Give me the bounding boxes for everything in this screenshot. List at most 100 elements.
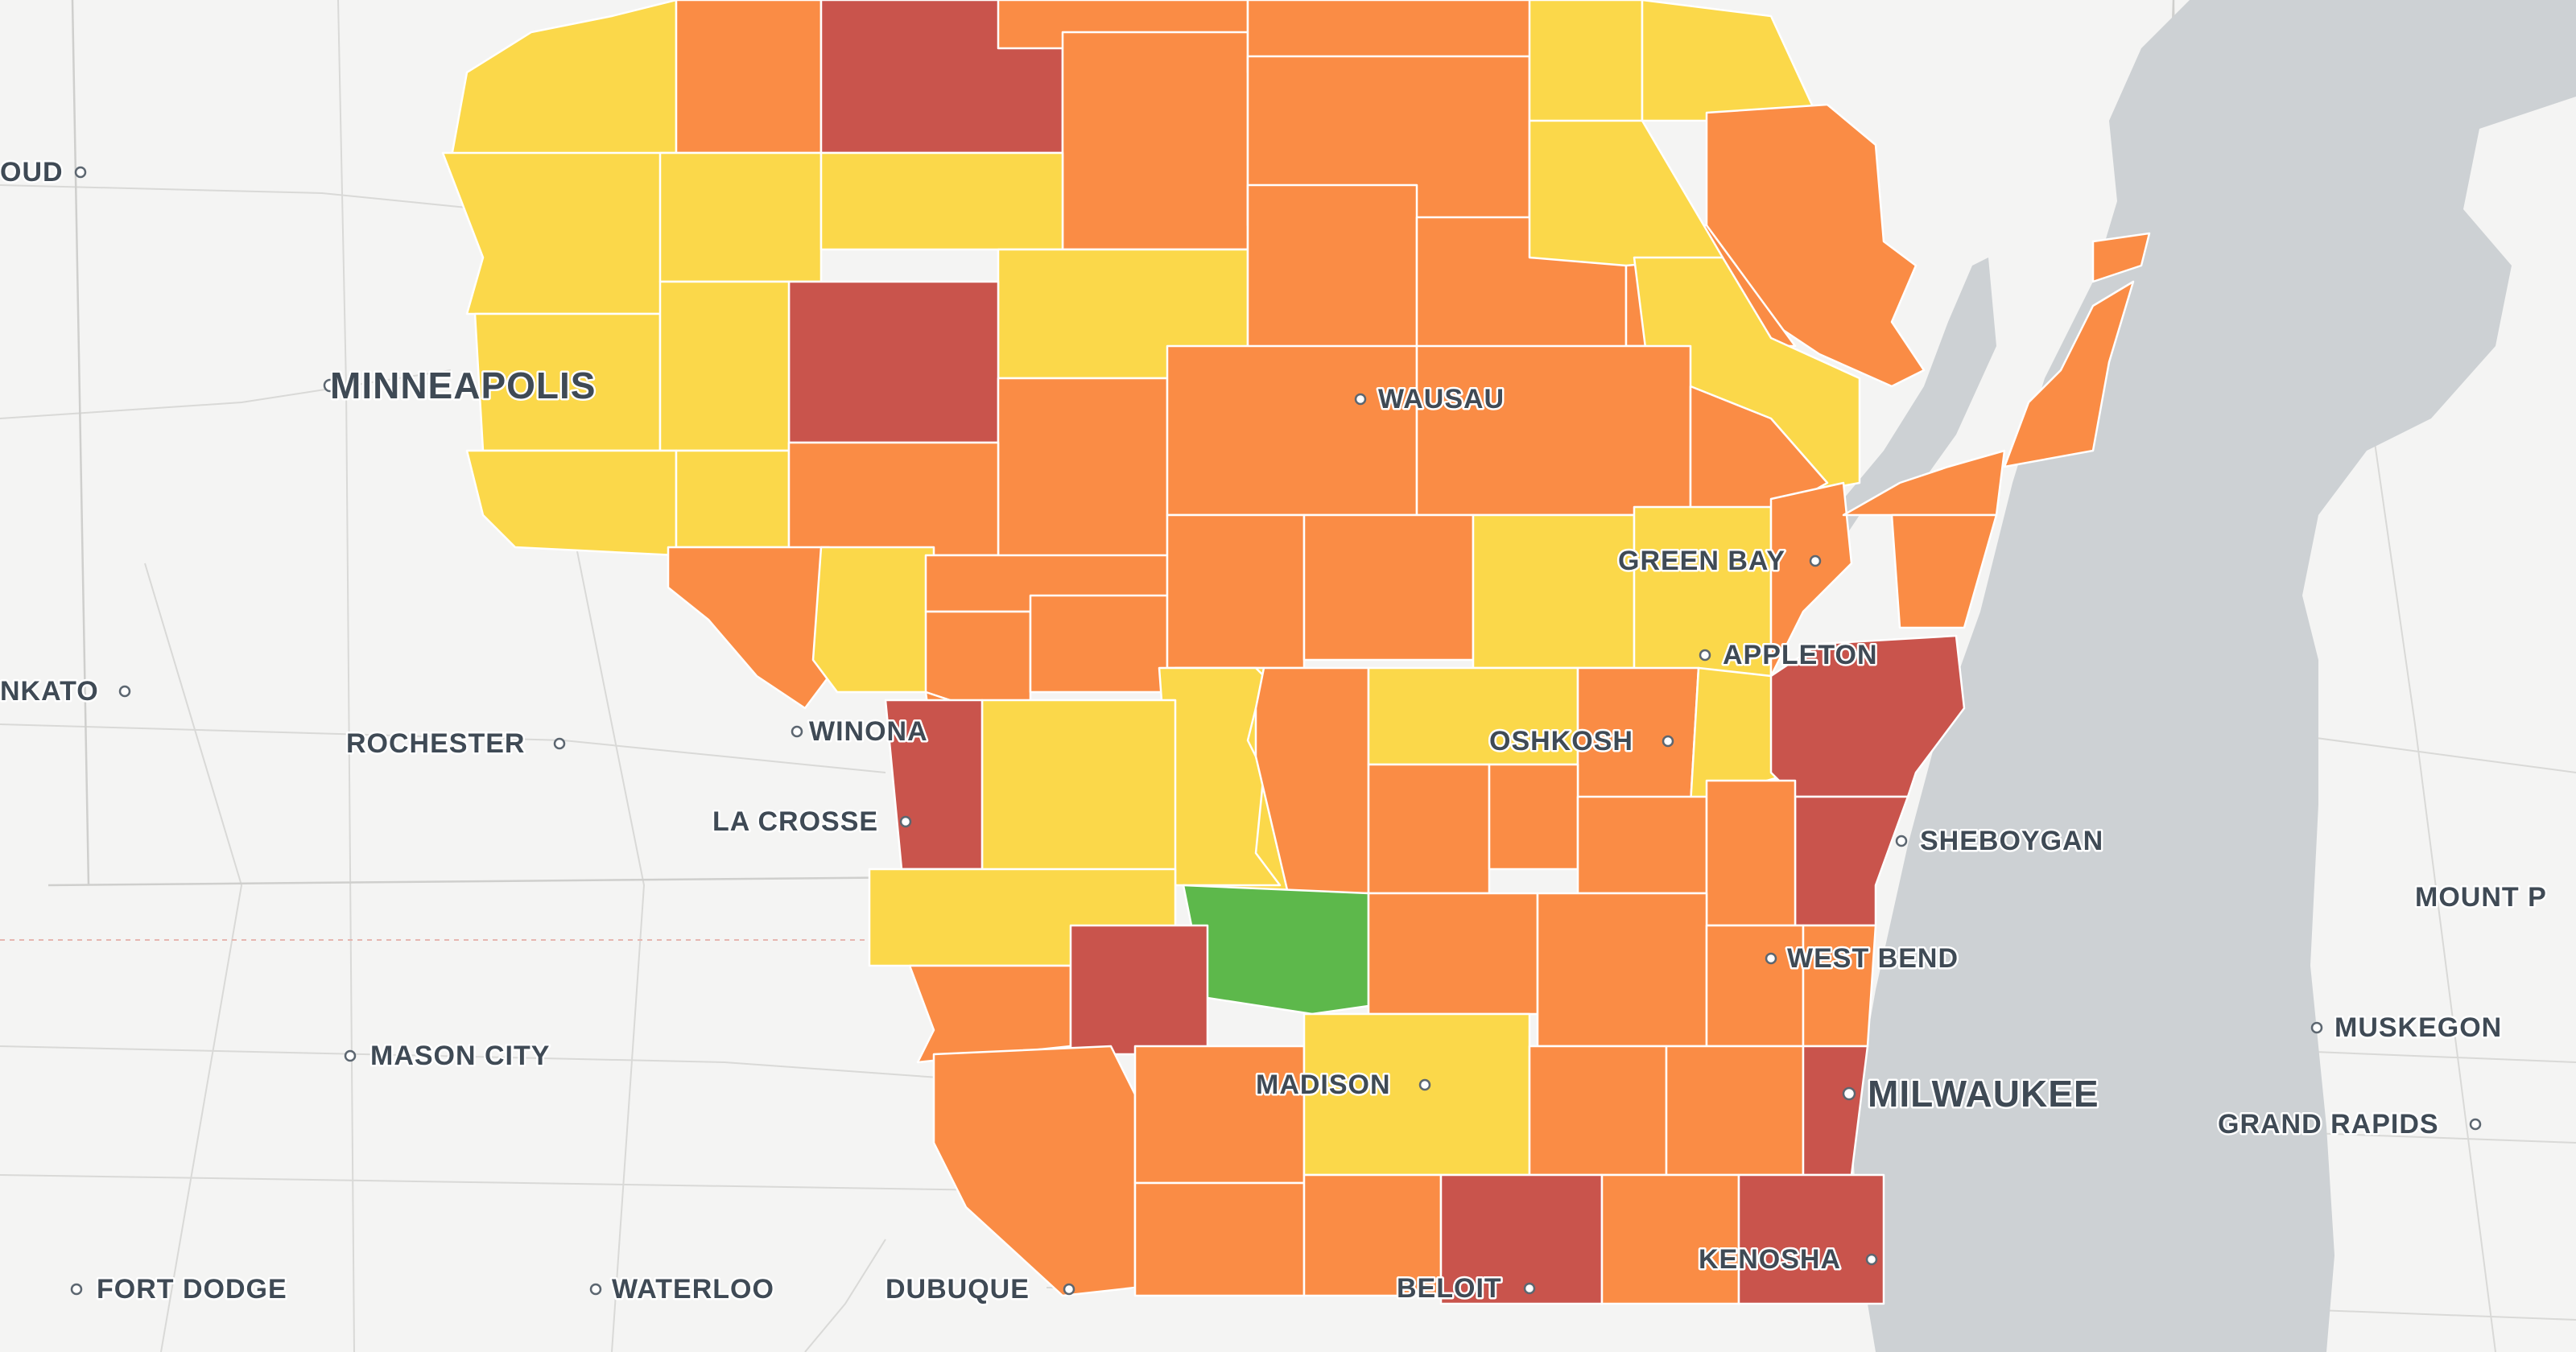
city-mason-city[interactable]: MASON CITY (344, 1039, 551, 1074)
city-dubuque[interactable]: DUBUQUE (884, 1272, 1075, 1307)
city-label: MINNEAPOLIS (330, 365, 596, 406)
city-dot-icon (553, 737, 566, 750)
county-orange-62[interactable] (1536, 892, 1708, 1048)
city-kenosha[interactable]: KENOSHA (1697, 1243, 1878, 1277)
county-orange-55[interactable] (1367, 763, 1491, 895)
city-dot-icon (791, 725, 803, 738)
city-label: NKATO (0, 676, 99, 707)
city-fort-dodge[interactable]: FORT DODGE (70, 1272, 288, 1307)
city-label: MADISON (1256, 1070, 1391, 1100)
city-dot-icon (1354, 393, 1367, 406)
city-dot-icon (2310, 1021, 2323, 1034)
city-label: MASON CITY (370, 1041, 550, 1071)
city-dot-icon (1809, 554, 1822, 567)
city-label: DUBUQUE (886, 1274, 1030, 1305)
county-yellow-27[interactable] (465, 449, 678, 557)
city-dot-icon (1765, 952, 1777, 965)
city-oud[interactable]: OUD (0, 155, 87, 190)
city-label: GRAND RAPIDS (2218, 1109, 2439, 1140)
city-wausau[interactable]: WAUSAU (1354, 382, 1506, 417)
city-sheboygan[interactable]: SHEBOYGAN (1895, 824, 2105, 859)
city-milwaukee[interactable]: MILWAUKEE (1842, 1071, 2100, 1117)
city-grand-rapids[interactable]: GRAND RAPIDS (2216, 1107, 2482, 1142)
county-yellow-12[interactable] (658, 151, 823, 283)
city-label: KENOSHA (1699, 1244, 1841, 1275)
county-orange-67[interactable] (932, 1045, 1137, 1297)
city-label: WATERLOO (612, 1274, 774, 1305)
county-orange-76[interactable] (1600, 1173, 1740, 1305)
city-dot-icon (323, 378, 337, 393)
city-muskegon[interactable]: MUSKEGON (2310, 1011, 2504, 1045)
county-orange-29[interactable] (787, 441, 1000, 557)
county-yellow-37[interactable] (1472, 513, 1636, 670)
city-dot-icon (2469, 1118, 2482, 1131)
county-orange-57[interactable] (1576, 795, 1708, 895)
county-yellow-53[interactable] (980, 699, 1177, 895)
county-orange-68[interactable] (1133, 1045, 1306, 1185)
city-west-bend[interactable]: WEST BEND (1765, 942, 1960, 976)
city-dot-icon (118, 685, 131, 698)
city-dot-icon (1063, 1283, 1075, 1296)
county-orange-41[interactable] (1890, 513, 1998, 629)
city-beloit[interactable]: BELOIT (1395, 1272, 1536, 1306)
city-label: SHEBOYGAN (1920, 826, 2103, 856)
county-orange-34[interactable] (1029, 594, 1169, 694)
county-orange-36[interactable] (1302, 513, 1475, 662)
county-orange-43[interactable] (2091, 232, 2151, 283)
county-orange-39[interactable] (1769, 481, 1853, 678)
county-red-66[interactable] (1069, 924, 1209, 1056)
city-mount-p[interactable]: MOUNT P (2413, 880, 2549, 915)
city-label: ROCHESTER (346, 728, 525, 759)
city-dot-icon (70, 1283, 83, 1296)
city-minneapolis[interactable]: MINNEAPOLIS (323, 363, 597, 409)
county-orange-73[interactable] (1133, 1181, 1306, 1297)
county-red-15[interactable] (787, 280, 1000, 444)
city-dot-icon (344, 1049, 357, 1062)
city-dot-icon (74, 166, 87, 179)
city-label: OUD (0, 157, 64, 188)
city-label: WINONA (809, 716, 928, 747)
county-orange-2[interactable] (675, 0, 823, 155)
county-orange-70[interactable] (1528, 1045, 1668, 1177)
city-dot-icon (1523, 1282, 1536, 1295)
county-orange-23[interactable] (997, 377, 1169, 565)
county-orange-5[interactable] (1061, 31, 1249, 251)
county-yellow-28[interactable] (675, 449, 791, 549)
county-yellow-13[interactable] (819, 151, 1064, 251)
county-yellow-11[interactable] (441, 151, 678, 315)
city-label: APPLETON (1723, 640, 1878, 670)
city-label: WEST BEND (1787, 943, 1959, 974)
county-yellow-17[interactable] (658, 280, 791, 452)
city-label: MILWAUKEE (1868, 1073, 2099, 1115)
lake-michigan (1827, 0, 2576, 1352)
county-orange-56[interactable] (1488, 763, 1579, 871)
city-dot-icon (1662, 735, 1674, 748)
county-orange-24[interactable] (1166, 344, 1418, 517)
city-rochester[interactable]: ROCHESTER (345, 727, 566, 761)
county-layer (441, 0, 2151, 1305)
city-green-bay[interactable]: GREEN BAY (1616, 544, 1822, 579)
county-orange-18[interactable] (1246, 183, 1418, 356)
county-orange-71[interactable] (1665, 1045, 1805, 1177)
county-orange-25[interactable] (1415, 344, 1692, 517)
city-dot-icon (1842, 1086, 1856, 1101)
city-label: MOUNT P (2415, 882, 2547, 913)
city-appleton[interactable]: APPLETON (1699, 638, 1879, 673)
county-orange-35[interactable] (1166, 513, 1306, 670)
city-madison[interactable]: MADISON (1254, 1068, 1431, 1103)
city-dot-icon (1865, 1253, 1878, 1266)
city-winona[interactable]: WINONA (791, 715, 929, 749)
city-la-crosse[interactable]: LA CROSSE (711, 805, 912, 839)
city-label: MUSKEGON (2334, 1012, 2502, 1043)
city-oshkosh[interactable]: OSHKOSH (1488, 724, 1674, 759)
county-orange-58[interactable] (1705, 779, 1797, 927)
county-orange-42[interactable] (2003, 280, 2135, 468)
county-orange-65[interactable] (908, 964, 1072, 1064)
county-red-77[interactable] (1737, 1173, 1885, 1305)
city-label: OSHKOSH (1489, 726, 1633, 756)
city-waterloo[interactable]: WATERLOO (589, 1272, 775, 1307)
city-nkato[interactable]: NKATO (0, 674, 131, 709)
county-yellow-31[interactable] (811, 546, 935, 694)
county-orange-61[interactable] (1367, 892, 1539, 1016)
